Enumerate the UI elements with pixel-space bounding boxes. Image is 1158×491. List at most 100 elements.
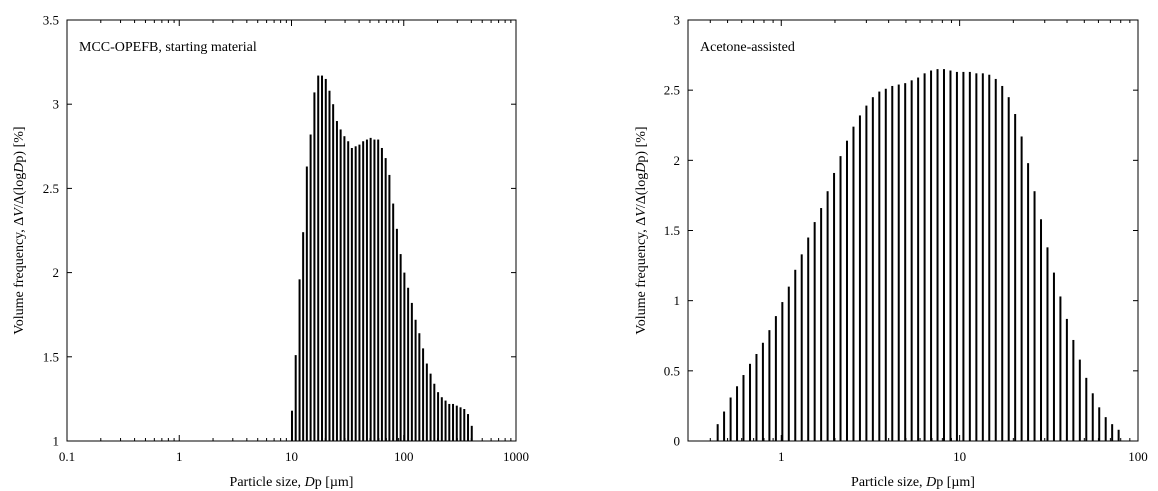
chart-right-bars: [716, 69, 1120, 442]
chart-left-xlabel: Particle size, Dp [µm]: [230, 475, 354, 490]
y-tick-label: 1.5: [664, 223, 680, 238]
chart-right-ylabel: Volume frequency, ΔV/Δ(logDp) [%]: [634, 126, 649, 334]
bar: [736, 386, 739, 441]
chart-right: 0 0.5 1 1.5 2 2.5 3 1 10 100 Acetone-assisted Par…: [634, 13, 1148, 491]
bar: [833, 172, 836, 441]
y-tick-label: 3.5: [43, 13, 59, 28]
bar: [373, 139, 376, 441]
bar: [470, 425, 473, 441]
chart-left-annotation: MCC-OPEFB, starting material: [79, 40, 257, 55]
bar: [321, 75, 324, 441]
bar: [324, 78, 327, 441]
bar: [917, 77, 920, 441]
bar: [787, 286, 790, 441]
bar: [328, 90, 331, 441]
bar: [729, 397, 732, 441]
bar: [781, 302, 784, 441]
bar: [852, 126, 855, 442]
bar: [347, 141, 350, 441]
chart-left-frame: [66, 19, 517, 442]
bar: [774, 316, 777, 441]
y-tick-label: 2: [53, 265, 60, 280]
y-tick-label: 2.5: [664, 83, 680, 98]
bar: [452, 403, 455, 441]
bar: [444, 400, 447, 441]
bar: [1091, 393, 1094, 441]
bar: [365, 139, 368, 441]
bar: [437, 392, 440, 441]
bar: [1098, 407, 1101, 441]
bar: [463, 409, 466, 441]
bar: [339, 129, 342, 441]
x-tick-label: 1000: [503, 449, 529, 464]
bar: [794, 269, 797, 441]
chart-left: 11.522.533.50.1 1 10 100 1000 MCC-OPEFB, sta…: [12, 13, 529, 491]
bar: [871, 97, 874, 442]
chart-left-ylabel: Volume frequency, ΔV/Δ(logDp) [%]: [12, 126, 27, 334]
bar: [910, 80, 913, 441]
bar: [377, 139, 380, 441]
bar: [309, 134, 312, 441]
bar: [878, 91, 881, 441]
bar: [813, 222, 816, 441]
bar: [723, 411, 726, 441]
y-tick-label: 1: [53, 434, 60, 449]
bar: [1020, 136, 1023, 442]
bar: [1059, 296, 1062, 441]
bar: [865, 105, 868, 441]
bar: [820, 208, 823, 441]
bar: [305, 166, 308, 441]
bar: [343, 136, 346, 441]
chart-left-bars: [290, 75, 473, 442]
bar: [422, 348, 425, 441]
bar: [897, 84, 900, 442]
bar: [354, 146, 357, 442]
bar: [425, 363, 428, 441]
bar: [433, 383, 436, 441]
bar: [884, 88, 887, 441]
bar: [1085, 377, 1088, 441]
bar: [455, 405, 458, 441]
bar: [369, 137, 372, 441]
x-tick-label: 10: [953, 449, 966, 464]
bar: [362, 141, 365, 441]
chart-right-xlabel: Particle size, Dp [µm]: [851, 475, 975, 490]
bar: [949, 70, 952, 442]
bar: [968, 71, 971, 442]
bar: [1078, 359, 1081, 441]
bar: [380, 147, 383, 442]
bar: [410, 302, 413, 441]
bar: [358, 144, 361, 441]
bar: [1014, 114, 1017, 442]
bar: [1111, 424, 1114, 441]
bar: [1040, 219, 1043, 441]
x-tick-label: 10: [285, 449, 298, 464]
bar: [923, 73, 926, 441]
bar: [384, 158, 387, 441]
bar: [839, 156, 842, 441]
bar: [440, 397, 443, 441]
bar: [294, 355, 297, 441]
bar: [1046, 247, 1049, 441]
bar: [858, 115, 861, 442]
bar: [429, 373, 432, 441]
bar: [936, 69, 939, 442]
bar: [716, 424, 719, 441]
x-tick-label: 1: [176, 449, 183, 464]
bar: [891, 85, 894, 442]
bar: [298, 279, 301, 441]
bar: [392, 203, 395, 441]
bar: [742, 375, 745, 441]
y-tick-label: 0.5: [664, 363, 680, 378]
bar: [826, 191, 829, 441]
y-tick-label: 0: [674, 434, 681, 449]
bar: [749, 363, 752, 441]
bar: [448, 403, 451, 441]
y-tick-label: 2.5: [43, 181, 59, 196]
bar: [399, 254, 402, 441]
bar: [930, 70, 933, 442]
y-tick-label: 1: [674, 293, 681, 308]
bar: [1052, 272, 1055, 441]
bar: [807, 237, 810, 441]
